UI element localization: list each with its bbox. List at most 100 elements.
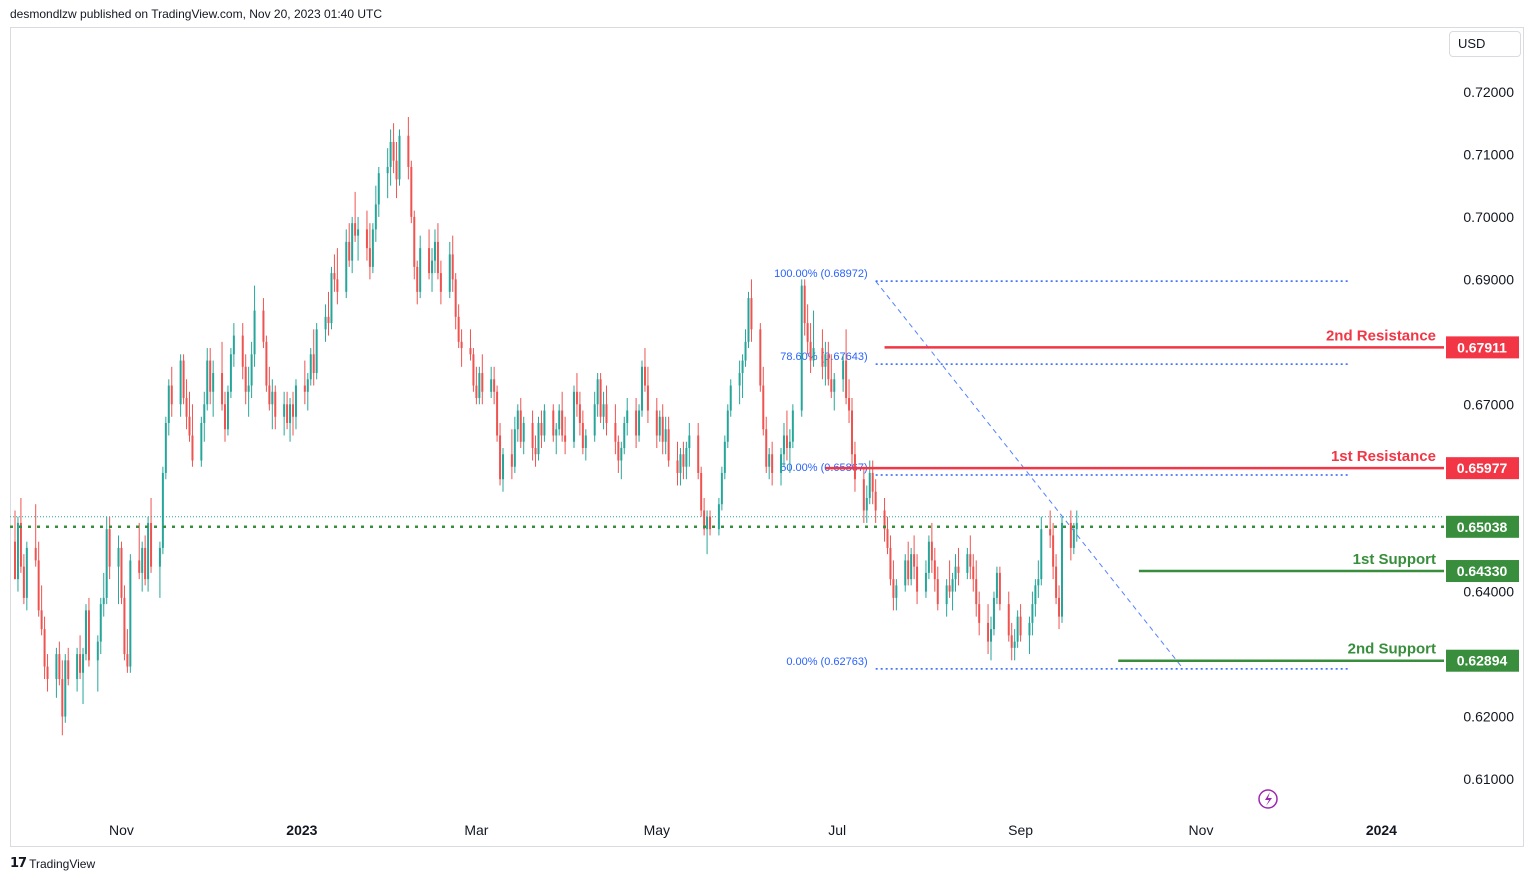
candle-body[interactable] bbox=[161, 472, 164, 548]
candle-body[interactable] bbox=[720, 472, 723, 505]
candle-body[interactable] bbox=[513, 429, 516, 467]
candle-body[interactable] bbox=[596, 379, 599, 405]
candle-body[interactable] bbox=[1031, 604, 1034, 623]
candle-body[interactable] bbox=[232, 335, 235, 355]
candle-body[interactable] bbox=[1055, 566, 1058, 598]
candle-body[interactable] bbox=[478, 373, 481, 399]
candle-body[interactable] bbox=[351, 223, 354, 261]
candle-body[interactable] bbox=[913, 554, 916, 567]
candle-body[interactable] bbox=[1037, 579, 1040, 586]
candle-body[interactable] bbox=[948, 585, 951, 592]
candle-body[interactable] bbox=[643, 366, 646, 386]
candle-body[interactable] bbox=[271, 391, 274, 405]
candle-body[interactable] bbox=[531, 423, 534, 448]
candle-body[interactable] bbox=[1069, 522, 1072, 548]
candle-body[interactable] bbox=[703, 510, 706, 530]
candle-body[interactable] bbox=[292, 404, 295, 417]
candle-body[interactable] bbox=[419, 248, 422, 292]
candle-body[interactable] bbox=[998, 572, 1001, 605]
candle-body[interactable] bbox=[209, 360, 212, 392]
candle-body[interactable] bbox=[661, 416, 664, 442]
candle-body[interactable] bbox=[82, 654, 85, 673]
candle-body[interactable] bbox=[14, 541, 16, 580]
candle-body[interactable] bbox=[575, 391, 578, 405]
candle-body[interactable] bbox=[788, 441, 791, 448]
candle-body[interactable] bbox=[726, 410, 729, 442]
candle-body[interactable] bbox=[229, 354, 232, 392]
candle-body[interactable] bbox=[800, 285, 803, 411]
candle-body[interactable] bbox=[865, 497, 868, 511]
candle-body[interactable] bbox=[809, 341, 812, 361]
candle-body[interactable] bbox=[969, 554, 972, 567]
candle-body[interactable] bbox=[40, 610, 43, 630]
candle-body[interactable] bbox=[179, 360, 182, 405]
candle-body[interactable] bbox=[936, 579, 939, 605]
price-chart[interactable]: 0.72000 0.71000 0.70000 0.69000 0.67000 0.640… bbox=[0, 0, 1533, 850]
candle-body[interactable] bbox=[247, 385, 250, 392]
candle-body[interactable] bbox=[516, 410, 519, 430]
candle-body[interactable] bbox=[871, 472, 874, 492]
candle-body[interactable] bbox=[558, 410, 561, 430]
candle-body[interactable] bbox=[481, 373, 484, 392]
candle-body[interactable] bbox=[87, 610, 90, 661]
candle-body[interactable] bbox=[564, 435, 567, 442]
candle-body[interactable] bbox=[327, 316, 330, 324]
candle-body[interactable] bbox=[283, 404, 286, 417]
candle-body[interactable] bbox=[499, 435, 502, 480]
candle-body[interactable] bbox=[345, 241, 348, 292]
candle-body[interactable] bbox=[96, 641, 99, 661]
candle-body[interactable] bbox=[676, 460, 679, 473]
candle-body[interactable] bbox=[700, 472, 703, 511]
candle-body[interactable] bbox=[167, 385, 170, 424]
candle-body[interactable] bbox=[250, 354, 253, 386]
candle-body[interactable] bbox=[780, 454, 783, 473]
candle-body[interactable] bbox=[623, 423, 626, 448]
candle-body[interactable] bbox=[886, 529, 889, 548]
candle-body[interactable] bbox=[105, 529, 108, 598]
candle-body[interactable] bbox=[978, 604, 981, 623]
candle-body[interactable] bbox=[995, 572, 998, 598]
candle-body[interactable] bbox=[286, 404, 289, 424]
candle-body[interactable] bbox=[522, 423, 525, 442]
candle-body[interactable] bbox=[433, 241, 436, 261]
candle-body[interactable] bbox=[407, 135, 410, 167]
candle-body[interactable] bbox=[502, 454, 505, 480]
candle-body[interactable] bbox=[862, 479, 865, 511]
candle-body[interactable] bbox=[992, 597, 995, 630]
candle-body[interactable] bbox=[19, 522, 22, 567]
candle-body[interactable] bbox=[830, 379, 833, 392]
candle-body[interactable] bbox=[812, 348, 815, 361]
candle-body[interactable] bbox=[451, 254, 454, 280]
candle-body[interactable] bbox=[206, 360, 209, 405]
candle-body[interactable] bbox=[641, 366, 644, 411]
candle-body[interactable] bbox=[534, 447, 537, 455]
candle-body[interactable] bbox=[138, 560, 141, 573]
candle-body[interactable] bbox=[957, 566, 960, 573]
candle-body[interactable] bbox=[436, 241, 439, 274]
candle-body[interactable] bbox=[646, 385, 649, 411]
candle-body[interactable] bbox=[916, 566, 919, 592]
candle-body[interactable] bbox=[821, 348, 824, 367]
candle-body[interactable] bbox=[265, 341, 268, 386]
candle-body[interactable] bbox=[552, 410, 555, 436]
candle-body[interactable] bbox=[336, 279, 339, 292]
candle-body[interactable] bbox=[413, 216, 416, 267]
candle-body[interactable] bbox=[262, 310, 265, 342]
candle-body[interactable] bbox=[303, 385, 306, 392]
candle-body[interactable] bbox=[348, 241, 351, 261]
candle-body[interactable] bbox=[144, 547, 147, 580]
candle-body[interactable] bbox=[374, 204, 377, 230]
candle-body[interactable] bbox=[824, 354, 827, 367]
candle-body[interactable] bbox=[448, 254, 451, 292]
candle-body[interactable] bbox=[895, 585, 898, 598]
candle-body[interactable] bbox=[312, 354, 315, 374]
candle-body[interactable] bbox=[1075, 522, 1078, 530]
candle-body[interactable] bbox=[357, 229, 360, 236]
candle-body[interactable] bbox=[164, 423, 167, 473]
candle-body[interactable] bbox=[638, 410, 641, 436]
candle-body[interactable] bbox=[1072, 529, 1075, 548]
candle-body[interactable] bbox=[1058, 597, 1061, 617]
candle-body[interactable] bbox=[1019, 616, 1022, 636]
candle-body[interactable] bbox=[79, 654, 82, 673]
candle-body[interactable] bbox=[221, 373, 224, 405]
